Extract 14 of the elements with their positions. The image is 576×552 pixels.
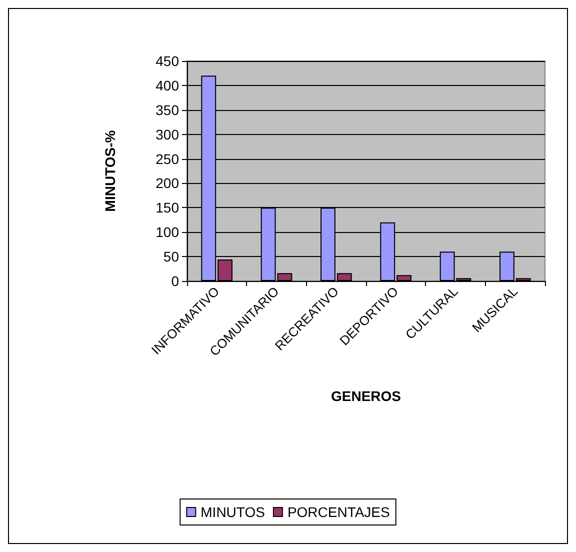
legend-label: PORCENTAJES	[287, 504, 390, 520]
y-tick-label: 300	[156, 126, 180, 142]
legend-label: MINUTOS	[200, 504, 265, 520]
y-tick-label: 200	[156, 175, 180, 192]
y-tick-label: 250	[156, 150, 180, 167]
y-tick-label: 350	[156, 102, 180, 118]
y-tick-label: 450	[156, 53, 180, 69]
x-axis-title: GENEROS	[330, 388, 402, 404]
y-tick-label: 0	[171, 273, 180, 289]
y-tick-label: 50	[163, 248, 180, 265]
y-tick-label: 150	[156, 200, 180, 216]
y-tick-label: 400	[156, 77, 180, 94]
y-axis-title: MINUTOS-%	[102, 130, 118, 212]
y-tick-label: 100	[156, 224, 180, 240]
